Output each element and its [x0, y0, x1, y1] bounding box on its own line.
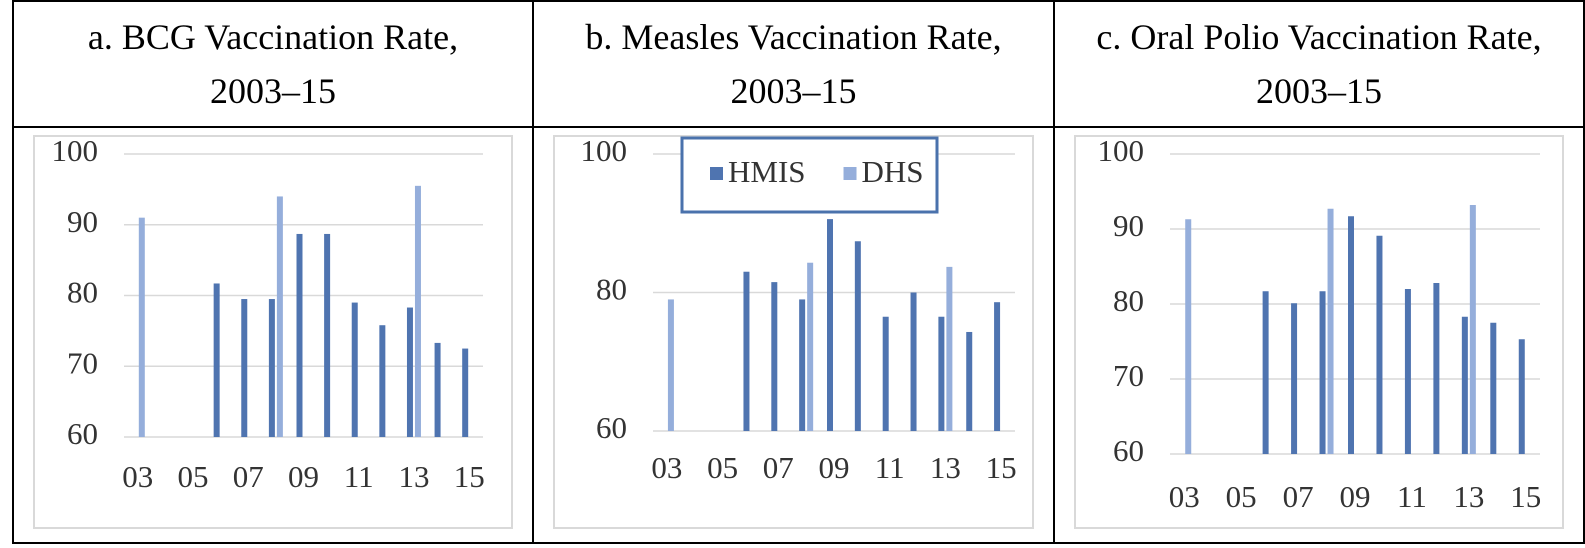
legend-label: DHS	[862, 154, 924, 189]
x-tick-label: 09	[819, 450, 850, 485]
y-tick-label: 90	[67, 204, 98, 239]
bar	[1319, 291, 1326, 454]
y-tick-label: 60	[1113, 433, 1144, 468]
bar	[1404, 289, 1411, 454]
x-tick-label: 05	[707, 450, 738, 485]
bar	[1376, 235, 1383, 454]
bar	[379, 325, 386, 437]
panel: 60 70 80 90 100 03 05 07 09 11 13 15	[12, 126, 534, 544]
bar	[1518, 339, 1525, 454]
panel-title: c. Oral Polio Vaccination Rate, 2003–15	[1053, 0, 1585, 128]
bar	[771, 282, 778, 431]
bar	[1327, 208, 1334, 454]
x-tick-label: 09	[288, 459, 319, 494]
y-tick-label: 60	[67, 416, 98, 451]
y-tick-label: 60	[596, 410, 627, 445]
bar	[268, 299, 275, 437]
bar	[827, 219, 833, 431]
plot-frame	[553, 135, 1034, 529]
chart: 60 70 80 90 100 03 05 07 09 11 13 15	[33, 133, 513, 529]
y-tick-label: 100	[1098, 133, 1145, 168]
bar	[882, 316, 889, 431]
x-tick-label: 03	[651, 450, 682, 485]
bar	[910, 292, 917, 431]
y-tick-label: 80	[67, 275, 98, 310]
y-tick-label: 80	[596, 272, 627, 307]
bar	[966, 331, 973, 431]
x-tick-label: 11	[1397, 479, 1427, 514]
y-tick-label: 80	[1113, 283, 1144, 318]
legend-swatch	[710, 167, 723, 180]
bar	[1348, 216, 1354, 454]
bar	[946, 266, 953, 431]
bar	[1291, 303, 1298, 454]
x-tick-label: 07	[1283, 479, 1314, 514]
legend-swatch	[843, 167, 857, 180]
x-tick-label: 15	[454, 459, 485, 494]
bar	[807, 262, 814, 431]
x-tick-label: 13	[930, 450, 961, 485]
x-tick-label: 11	[344, 459, 374, 494]
y-tick-label: 100	[52, 133, 99, 168]
legend-label: HMIS	[728, 154, 806, 189]
bar	[462, 348, 469, 437]
x-tick-label: 07	[763, 450, 794, 485]
x-tick-label: 05	[178, 459, 209, 494]
bar	[994, 302, 1001, 431]
bar	[1469, 205, 1476, 454]
bar	[138, 217, 145, 437]
x-tick-label: 13	[398, 459, 429, 494]
bar	[351, 302, 358, 437]
x-tick-label: 05	[1226, 479, 1257, 514]
bar	[854, 241, 861, 431]
panel: 60 70 80 90 100 03 05 07 09 11 13 15	[1053, 126, 1585, 544]
panel-title: b. Measles Vaccination Rate, 2003–15	[532, 0, 1055, 128]
x-tick-label: 03	[1169, 479, 1200, 514]
chart: 60 70 80 90 100 03 05 07 09 11 13 15	[1074, 133, 1564, 529]
bar	[938, 316, 945, 431]
bar	[434, 342, 441, 437]
bar	[241, 299, 248, 437]
bar	[743, 271, 750, 431]
x-tick-label: 15	[1510, 479, 1541, 514]
y-tick-label: 70	[1113, 358, 1144, 393]
bar	[324, 233, 331, 437]
plot-frame	[33, 135, 513, 529]
bar	[276, 196, 283, 437]
legend-box	[680, 136, 939, 214]
x-tick-label: 13	[1453, 479, 1484, 514]
x-tick-label: 11	[875, 450, 905, 485]
x-tick-label: 15	[986, 450, 1017, 485]
y-tick-label: 90	[1113, 208, 1144, 243]
bar	[799, 299, 806, 431]
y-tick-label: 100	[581, 133, 628, 168]
y-tick-label: 70	[67, 345, 98, 380]
bar	[213, 283, 220, 437]
bar	[1433, 283, 1440, 454]
bar	[1262, 291, 1269, 454]
bar	[667, 299, 674, 431]
bar	[1185, 219, 1192, 454]
x-tick-label: 09	[1340, 479, 1371, 514]
panel: 60 80 100 03 05 07 09 11 13 15 HMIS DHS	[532, 126, 1055, 544]
panel-title: a. BCG Vaccination Rate, 2003–15	[12, 0, 534, 128]
chart: 60 80 100 03 05 07 09 11 13 15 HMIS DHS	[553, 133, 1034, 529]
bar	[1490, 322, 1497, 454]
x-tick-label: 03	[122, 459, 153, 494]
bar	[296, 233, 303, 437]
bar	[1461, 316, 1468, 454]
x-tick-label: 07	[233, 459, 264, 494]
bar	[414, 185, 421, 437]
bar	[406, 307, 413, 437]
plot-frame	[1074, 135, 1564, 529]
